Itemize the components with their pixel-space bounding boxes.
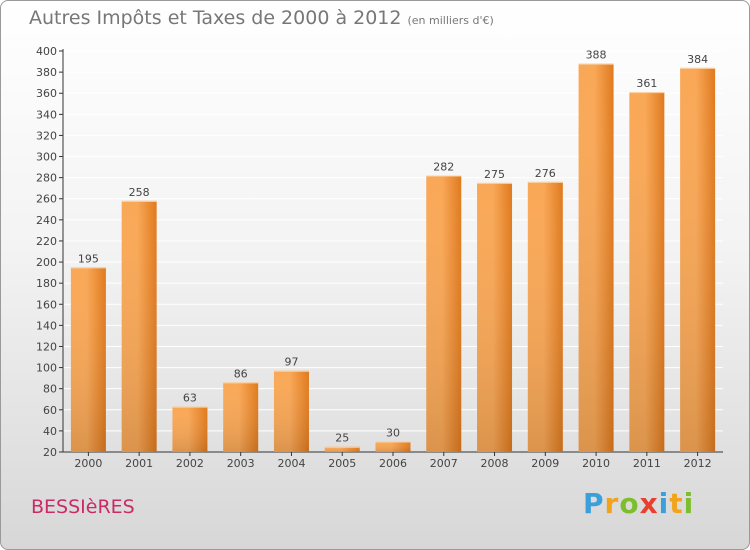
logo-letter: o <box>619 487 640 520</box>
y-tick-label: 280 <box>36 172 57 185</box>
x-tick-label: 2009 <box>531 457 559 470</box>
x-tick-label: 2002 <box>176 457 204 470</box>
bar-value-label: 25 <box>335 432 349 445</box>
bar-shade <box>223 382 259 452</box>
x-tick-label: 2007 <box>430 457 458 470</box>
y-tick-label: 80 <box>43 383 57 396</box>
y-tick-label: 180 <box>36 277 57 290</box>
x-tick-label: 2005 <box>328 457 356 470</box>
y-tick-label: 220 <box>36 235 57 248</box>
x-tick-label: 2006 <box>379 457 407 470</box>
chart-subtitle: (en milliers d'€) <box>407 14 494 27</box>
bar-value-label: 361 <box>636 77 657 90</box>
bar-value-label: 258 <box>129 186 150 199</box>
x-tick-label: 2010 <box>582 457 610 470</box>
x-tick-label: 2003 <box>227 457 255 470</box>
y-tick-label: 260 <box>36 193 57 206</box>
bar-value-label: 195 <box>78 252 99 265</box>
bar-value-label: 63 <box>183 392 197 405</box>
bar-shade <box>578 63 614 453</box>
labels: 20 40 60 80 100 120 140 160 180 200 220 240 260 280 30… <box>36 45 712 470</box>
bar-shade <box>527 181 563 452</box>
y-tick-label: 320 <box>36 129 57 142</box>
bar-shade <box>172 406 208 452</box>
y-tick-label: 300 <box>36 151 57 164</box>
x-tick-label: 2004 <box>277 457 305 470</box>
bar-value-label: 86 <box>234 367 248 380</box>
bar-value-label: 282 <box>433 161 454 174</box>
y-tick-label: 380 <box>36 66 57 79</box>
bar-shade <box>324 446 360 452</box>
bar-shade <box>121 200 157 452</box>
location-label: BESSIèRES <box>31 496 135 518</box>
bar-shade <box>273 370 309 452</box>
y-tick-label: 40 <box>43 425 57 438</box>
logo-letter: P <box>583 487 605 520</box>
y-tick-label: 20 <box>43 446 57 459</box>
y-tick-label: 160 <box>36 298 57 311</box>
y-tick-label: 340 <box>36 108 57 121</box>
y-tick-label: 240 <box>36 214 57 227</box>
bar-value-label: 275 <box>484 168 505 181</box>
y-tick-label: 100 <box>36 362 57 375</box>
bar-shade <box>70 267 106 452</box>
bar-shade <box>680 67 716 452</box>
bar-shade <box>629 92 665 452</box>
x-tick-label: 2001 <box>125 457 153 470</box>
bar-value-label: 276 <box>535 167 556 180</box>
y-tick-label: 400 <box>36 45 57 58</box>
x-tick-label: 2012 <box>684 457 712 470</box>
axes <box>59 49 723 456</box>
proxiti-logo[interactable]: Proxiti <box>583 487 694 520</box>
grid-lines <box>63 50 723 453</box>
logo-letter: t <box>669 487 684 520</box>
bar-value-label: 384 <box>687 53 708 66</box>
bar-shade <box>477 182 513 452</box>
logo-letter: r <box>604 487 620 520</box>
x-tick-label: 2000 <box>74 457 102 470</box>
x-tick-label: 2008 <box>481 457 509 470</box>
bar-value-label: 30 <box>386 426 400 439</box>
chart-title: Autres Impôts et Taxes de 2000 à 2012 (en… <box>29 7 494 29</box>
y-tick-label: 60 <box>43 404 57 417</box>
bars <box>70 63 716 453</box>
logo-letter: x <box>639 487 659 520</box>
bar-shade <box>426 175 462 452</box>
y-tick-label: 140 <box>36 319 57 332</box>
logo-letter: i <box>683 487 695 520</box>
logo-letter: i <box>658 487 670 520</box>
bar-value-label: 97 <box>284 356 298 369</box>
y-tick-label: 360 <box>36 87 57 100</box>
x-tick-label: 2011 <box>633 457 661 470</box>
y-tick-label: 120 <box>36 340 57 353</box>
bar-value-label: 388 <box>586 49 607 62</box>
y-tick-label: 200 <box>36 256 57 269</box>
bar-shade <box>375 441 411 452</box>
